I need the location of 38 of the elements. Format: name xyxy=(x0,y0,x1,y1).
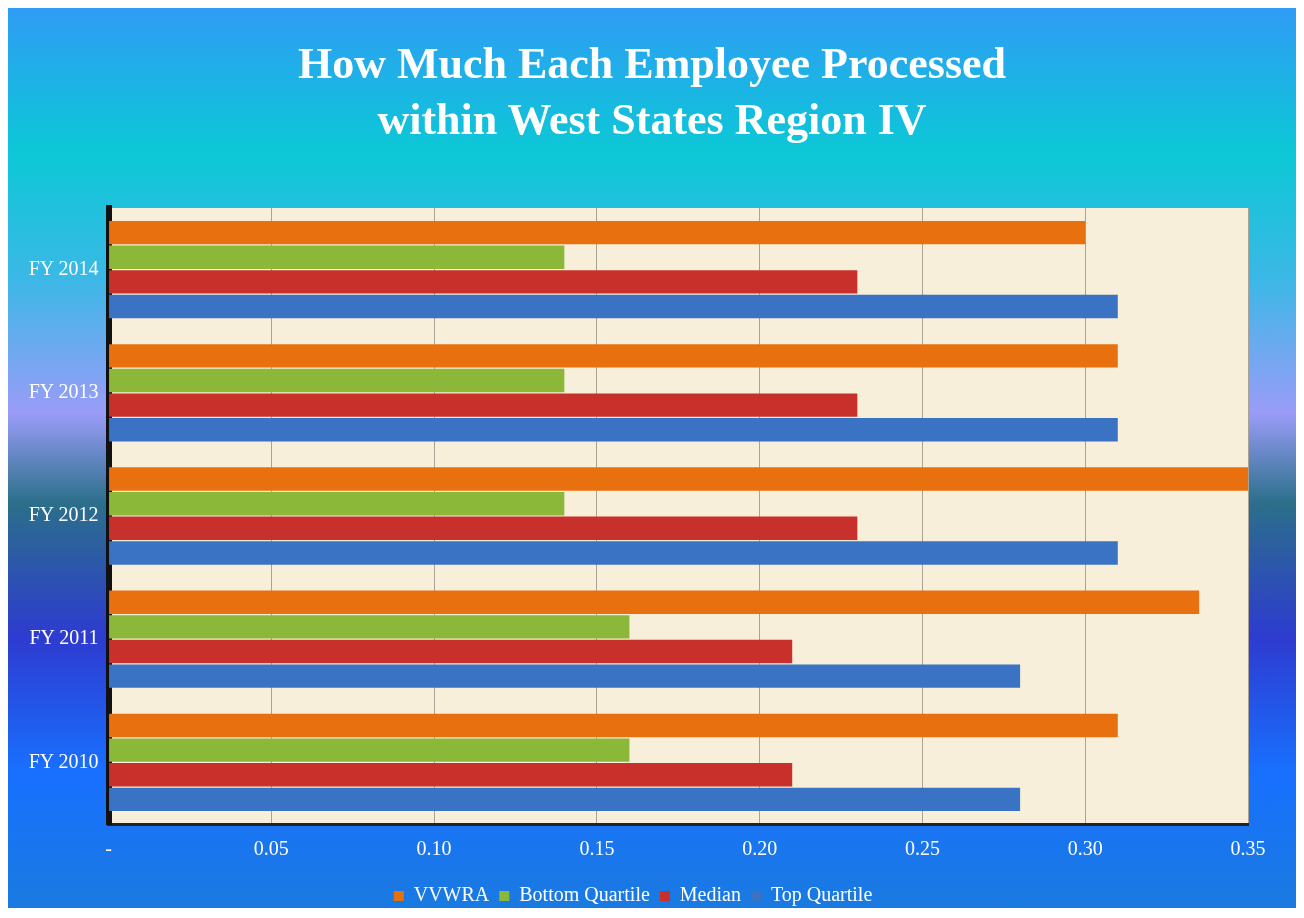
bar xyxy=(109,590,1200,614)
bar xyxy=(109,467,1248,491)
bar xyxy=(109,516,858,541)
bar xyxy=(109,368,565,393)
x-tick-label: 0.15 xyxy=(579,837,615,860)
chart-title: How Much Each Employee Processed within West States Region IV xyxy=(297,38,1007,146)
bar xyxy=(109,615,630,639)
bar xyxy=(109,639,793,664)
legend-label: Median xyxy=(679,883,741,906)
x-tick-label: 0.10 xyxy=(416,837,452,860)
y-tick-label: FY 2010 xyxy=(28,749,99,772)
bar xyxy=(109,270,858,294)
legend-label: Top Quartile xyxy=(770,883,873,907)
x-tick-label: 0.30 xyxy=(1067,837,1103,860)
bar xyxy=(109,787,1021,812)
x-tick-label: 0.25 xyxy=(904,837,940,860)
legend-label: Bottom Quartile xyxy=(519,883,650,906)
y-tick-label: FY 2011 xyxy=(29,626,99,649)
bar xyxy=(109,245,565,269)
y-tick-label: FY 2012 xyxy=(28,503,99,526)
bar xyxy=(109,491,565,516)
bar xyxy=(109,344,1118,368)
y-tick-label: FY 2013 xyxy=(28,380,99,403)
x-tick-label: 0.05 xyxy=(253,837,289,860)
x-tick-label: 0.20 xyxy=(742,837,778,860)
bar xyxy=(109,294,1118,319)
y-tick-label: FY 2014 xyxy=(28,256,99,279)
bar xyxy=(109,664,1021,688)
bar xyxy=(109,763,793,787)
bar xyxy=(109,713,1118,738)
x-tick-label: 0.35 xyxy=(1230,837,1266,860)
bar xyxy=(109,393,858,417)
bar xyxy=(109,738,630,762)
bar xyxy=(109,541,1118,565)
legend-label: VVWRA xyxy=(413,883,490,906)
bar xyxy=(109,220,1086,245)
x-tick-label: - xyxy=(105,837,112,860)
bar xyxy=(109,418,1118,442)
